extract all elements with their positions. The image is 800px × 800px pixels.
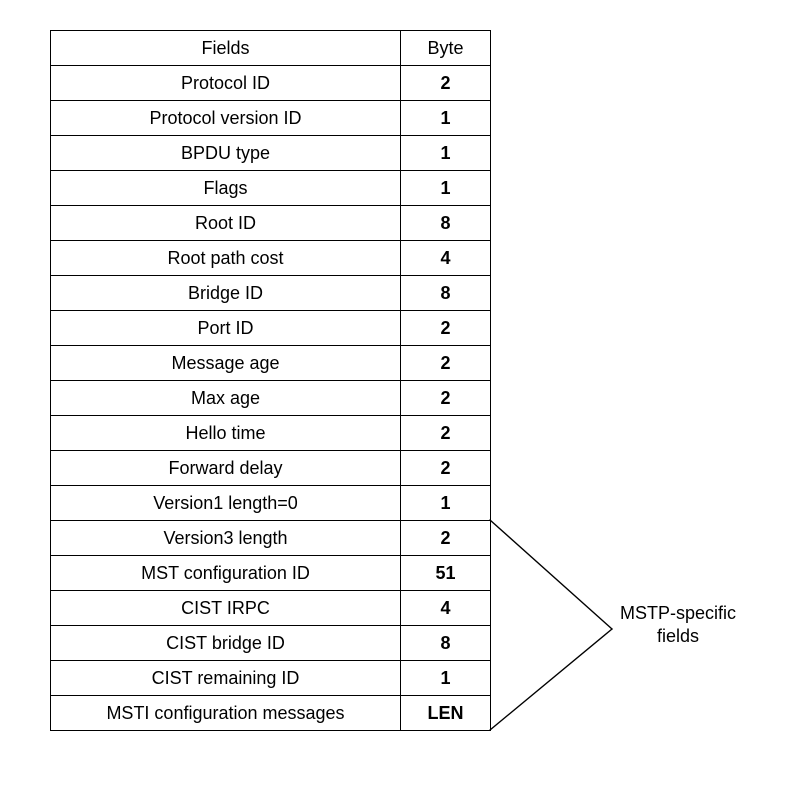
field-cell: Forward delay: [51, 451, 401, 486]
field-cell: Max age: [51, 381, 401, 416]
table-row: Forward delay2: [51, 451, 491, 486]
table-row: Version3 length2: [51, 521, 491, 556]
table-row: CIST IRPC4: [51, 591, 491, 626]
annotation-line1: MSTP-specific: [620, 603, 736, 623]
byte-cell: 2: [401, 521, 491, 556]
table-row: MST configuration ID51: [51, 556, 491, 591]
byte-cell: 4: [401, 241, 491, 276]
table-row: Version1 length=01: [51, 486, 491, 521]
field-cell: BPDU type: [51, 136, 401, 171]
field-cell: MST configuration ID: [51, 556, 401, 591]
byte-cell: 8: [401, 206, 491, 241]
table-row: Protocol version ID1: [51, 101, 491, 136]
byte-cell: 1: [401, 136, 491, 171]
byte-cell: 2: [401, 416, 491, 451]
field-cell: CIST bridge ID: [51, 626, 401, 661]
byte-cell: 2: [401, 311, 491, 346]
field-cell: Protocol ID: [51, 66, 401, 101]
field-cell: Port ID: [51, 311, 401, 346]
mstp-annotation: MSTP-specific fields: [620, 602, 736, 647]
byte-cell: 51: [401, 556, 491, 591]
table-row: Flags1: [51, 171, 491, 206]
byte-cell: 4: [401, 591, 491, 626]
table-row: Hello time2: [51, 416, 491, 451]
field-cell: Version3 length: [51, 521, 401, 556]
table-row: Root ID8: [51, 206, 491, 241]
field-cell: MSTI configuration messages: [51, 696, 401, 731]
table-row: Port ID2: [51, 311, 491, 346]
table-row: CIST remaining ID1: [51, 661, 491, 696]
field-cell: Root path cost: [51, 241, 401, 276]
table-row: Max age2: [51, 381, 491, 416]
header-fields: Fields: [51, 31, 401, 66]
bpdu-fields-table: Fields Byte Protocol ID2Protocol version…: [50, 30, 491, 731]
table-row: MSTI configuration messagesLEN: [51, 696, 491, 731]
field-cell: Bridge ID: [51, 276, 401, 311]
field-cell: Protocol version ID: [51, 101, 401, 136]
byte-cell: 2: [401, 66, 491, 101]
table-row: Protocol ID2: [51, 66, 491, 101]
header-byte: Byte: [401, 31, 491, 66]
table-row: Message age2: [51, 346, 491, 381]
byte-cell: 1: [401, 171, 491, 206]
byte-cell: 2: [401, 451, 491, 486]
annotation-line2: fields: [657, 626, 699, 646]
table-row: Root path cost4: [51, 241, 491, 276]
field-cell: CIST remaining ID: [51, 661, 401, 696]
byte-cell: 2: [401, 346, 491, 381]
byte-cell: 1: [401, 486, 491, 521]
field-cell: CIST IRPC: [51, 591, 401, 626]
byte-cell: 8: [401, 626, 491, 661]
field-cell: Root ID: [51, 206, 401, 241]
field-cell: Version1 length=0: [51, 486, 401, 521]
field-cell: Flags: [51, 171, 401, 206]
byte-cell: 1: [401, 661, 491, 696]
table-row: Bridge ID8: [51, 276, 491, 311]
table-header-row: Fields Byte: [51, 31, 491, 66]
byte-cell: 1: [401, 101, 491, 136]
field-cell: Hello time: [51, 416, 401, 451]
byte-cell: 2: [401, 381, 491, 416]
table-row: BPDU type1: [51, 136, 491, 171]
field-cell: Message age: [51, 346, 401, 381]
byte-cell: 8: [401, 276, 491, 311]
byte-cell: LEN: [401, 696, 491, 731]
table-row: CIST bridge ID8: [51, 626, 491, 661]
